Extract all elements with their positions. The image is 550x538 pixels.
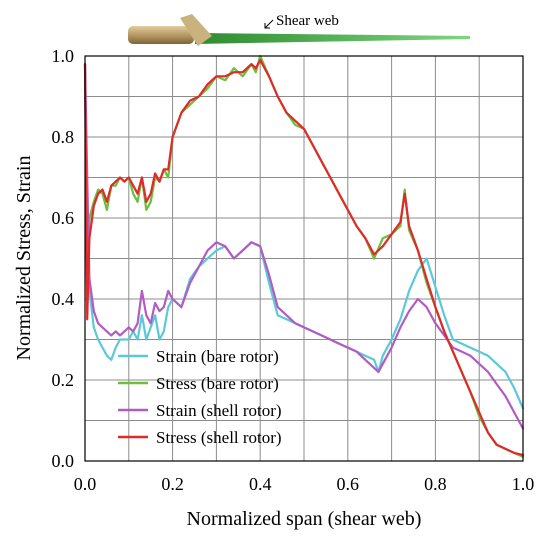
x-tick-label: 0.2 [161, 474, 184, 494]
y-tick-labels: 0.0 0.2 0.4 0.6 0.8 1.0 [52, 46, 75, 471]
y-tick-label: 0.8 [52, 127, 75, 147]
grid [85, 56, 523, 461]
shear-web-arrow-icon [264, 19, 274, 29]
y-tick-label: 0.0 [52, 451, 75, 471]
shear-web-annotation: Shear web [276, 13, 339, 29]
series-lines [83, 54, 525, 458]
y-tick-label: 0.2 [52, 370, 75, 390]
x-tick-label: 0.8 [424, 474, 447, 494]
blade-root-transition [180, 14, 212, 46]
x-tick-label: 1.0 [512, 474, 535, 494]
x-axis-title: Normalized span (shear web) [187, 508, 422, 530]
y-tick-label: 1.0 [52, 46, 75, 66]
x-tick-labels: 0.0 0.2 0.4 0.6 0.8 1.0 [74, 474, 535, 494]
y-tick-label: 0.6 [52, 208, 75, 228]
x-tick-label: 0.4 [249, 474, 272, 494]
legend-label-4: Stress (shell rotor) [156, 428, 282, 447]
x-tick-label: 0.0 [74, 474, 97, 494]
y-tick-label: 0.4 [52, 289, 75, 309]
shear-web-blade [195, 33, 470, 44]
legend-label-3: Strain (shell rotor) [156, 401, 282, 420]
series-line-3 [83, 62, 525, 430]
y-axis-title: Normalized Stress, Strain [13, 156, 35, 361]
plot-frame [84, 55, 524, 462]
blade-illustration: Shear web [128, 13, 470, 46]
blade-hub [128, 26, 194, 44]
series-line-4 [83, 58, 525, 456]
legend-label-1: Strain (bare rotor) [156, 347, 279, 366]
legend: Strain (bare rotor) Stress (bare rotor) St… [118, 347, 282, 447]
x-tick-label: 0.6 [337, 474, 360, 494]
legend-label-2: Stress (bare rotor) [156, 374, 279, 393]
